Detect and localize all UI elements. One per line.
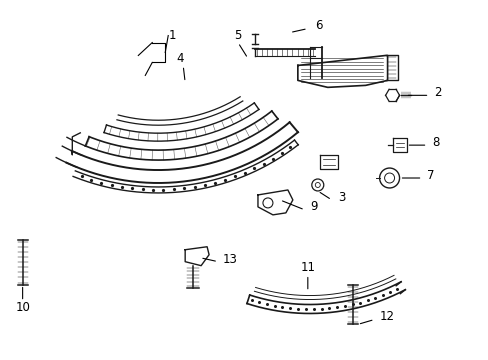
Text: 1: 1 (168, 29, 175, 42)
Text: 12: 12 (379, 310, 394, 323)
Text: 9: 9 (309, 201, 317, 213)
Text: 4: 4 (176, 52, 183, 65)
Text: 8: 8 (431, 136, 439, 149)
Text: 3: 3 (337, 192, 345, 204)
Text: 13: 13 (223, 253, 238, 266)
Text: 5: 5 (234, 29, 241, 42)
Text: 2: 2 (433, 86, 441, 99)
Text: 11: 11 (300, 261, 315, 274)
Text: 10: 10 (15, 301, 30, 314)
Text: 6: 6 (314, 19, 322, 32)
Text: 7: 7 (427, 168, 434, 181)
